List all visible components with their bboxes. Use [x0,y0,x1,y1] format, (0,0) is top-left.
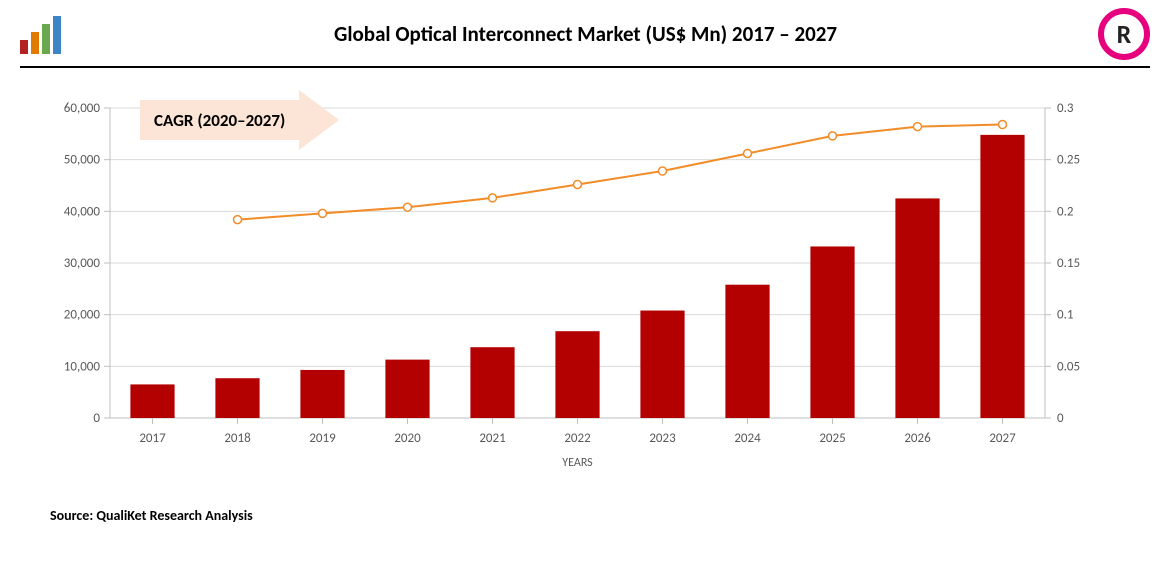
svg-text:0.1: 0.1 [1057,308,1073,323]
svg-text:0: 0 [93,411,100,426]
logo-bars-icon [20,14,61,54]
svg-text:2025: 2025 [819,431,845,446]
svg-text:2020: 2020 [394,431,421,446]
svg-text:0.2: 0.2 [1057,204,1074,219]
svg-text:2022: 2022 [564,431,591,446]
header: Global Optical Interconnect Market (US$ … [0,0,1170,66]
svg-text:50,000: 50,000 [64,153,101,168]
svg-text:0.15: 0.15 [1057,256,1080,271]
svg-text:10,000: 10,000 [64,359,101,374]
svg-text:2026: 2026 [904,431,931,446]
svg-text:60,000: 60,000 [64,101,101,116]
svg-text:0.3: 0.3 [1057,101,1074,116]
svg-text:YEARS: YEARS [562,456,593,470]
header-divider [20,66,1150,68]
svg-text:0: 0 [1057,411,1064,426]
cagr-banner-label: CAGR (2020–2027) [140,100,299,140]
brand-r-icon [1098,8,1150,60]
source-text: Source: QualiKet Research Analysis [50,507,1170,524]
svg-text:2027: 2027 [989,431,1016,446]
svg-text:2024: 2024 [734,431,761,446]
svg-text:0.25: 0.25 [1057,153,1080,168]
svg-text:30,000: 30,000 [64,256,101,271]
svg-text:2018: 2018 [224,431,251,446]
svg-text:2021: 2021 [479,431,505,446]
page-title: Global Optical Interconnect Market (US$ … [73,21,1098,47]
chart-container: 0 10,000 20,000 30,000 40,000 50,000 60,000 0 0.… [30,78,1140,493]
svg-text:2017: 2017 [139,431,166,446]
svg-text:40,000: 40,000 [64,204,101,219]
arrow-right-icon [299,90,339,150]
svg-text:2023: 2023 [649,431,676,446]
svg-text:20,000: 20,000 [64,308,101,323]
svg-text:2019: 2019 [309,431,336,446]
svg-text:0.05: 0.05 [1057,359,1080,374]
cagr-banner: CAGR (2020–2027) [140,90,339,150]
